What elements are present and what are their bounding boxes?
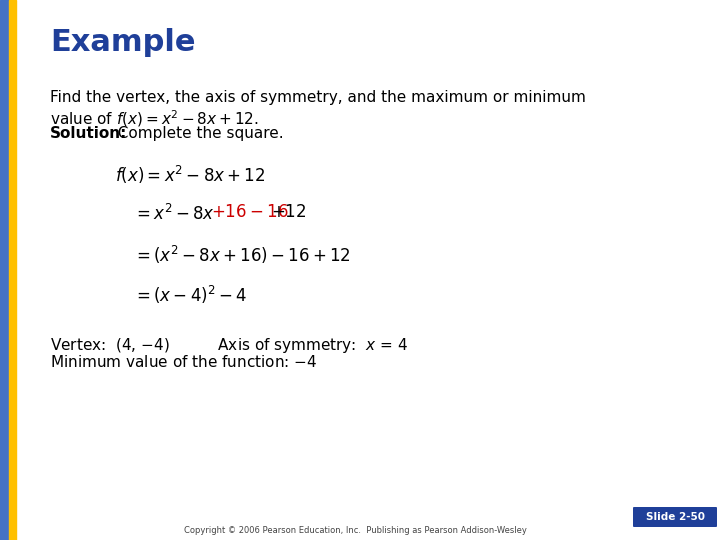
Text: $= (x^{2}-8x+16)-16+12$: $= (x^{2}-8x+16)-16+12$ — [133, 244, 351, 266]
Text: Complete the square.: Complete the square. — [108, 126, 284, 141]
Bar — [0, 0, 9, 540]
FancyBboxPatch shape — [633, 507, 717, 527]
Text: value of $f(x) = x^{2} - 8x + 12.$: value of $f(x) = x^{2} - 8x + 12.$ — [50, 108, 259, 129]
Bar — [9, 0, 16, 540]
Text: Example: Example — [50, 28, 196, 57]
Text: $+16-16$: $+16-16$ — [211, 204, 289, 221]
Text: Copyright © 2006 Pearson Education, Inc.  Publishing as Pearson Addison-Wesley: Copyright © 2006 Pearson Education, Inc.… — [184, 526, 526, 535]
Text: Solution:: Solution: — [50, 126, 127, 141]
Text: Vertex:  (4, $-$4)          Axis of symmetry:  $x$ = 4: Vertex: (4, $-$4) Axis of symmetry: $x$ … — [50, 336, 408, 355]
Text: $f(x) = x^{2}-8x+12$: $f(x) = x^{2}-8x+12$ — [115, 164, 266, 186]
Text: $= (x-4)^{2}-4$: $= (x-4)^{2}-4$ — [133, 284, 247, 306]
Text: $= x^{2}-8x$: $= x^{2}-8x$ — [133, 204, 215, 224]
Text: Slide 2-50: Slide 2-50 — [646, 512, 704, 522]
Text: Find the vertex, the axis of symmetry, and the maximum or minimum: Find the vertex, the axis of symmetry, a… — [50, 90, 586, 105]
Text: Minimum value of the function: $-$4: Minimum value of the function: $-$4 — [50, 354, 318, 370]
Text: $+12$: $+12$ — [271, 204, 307, 221]
